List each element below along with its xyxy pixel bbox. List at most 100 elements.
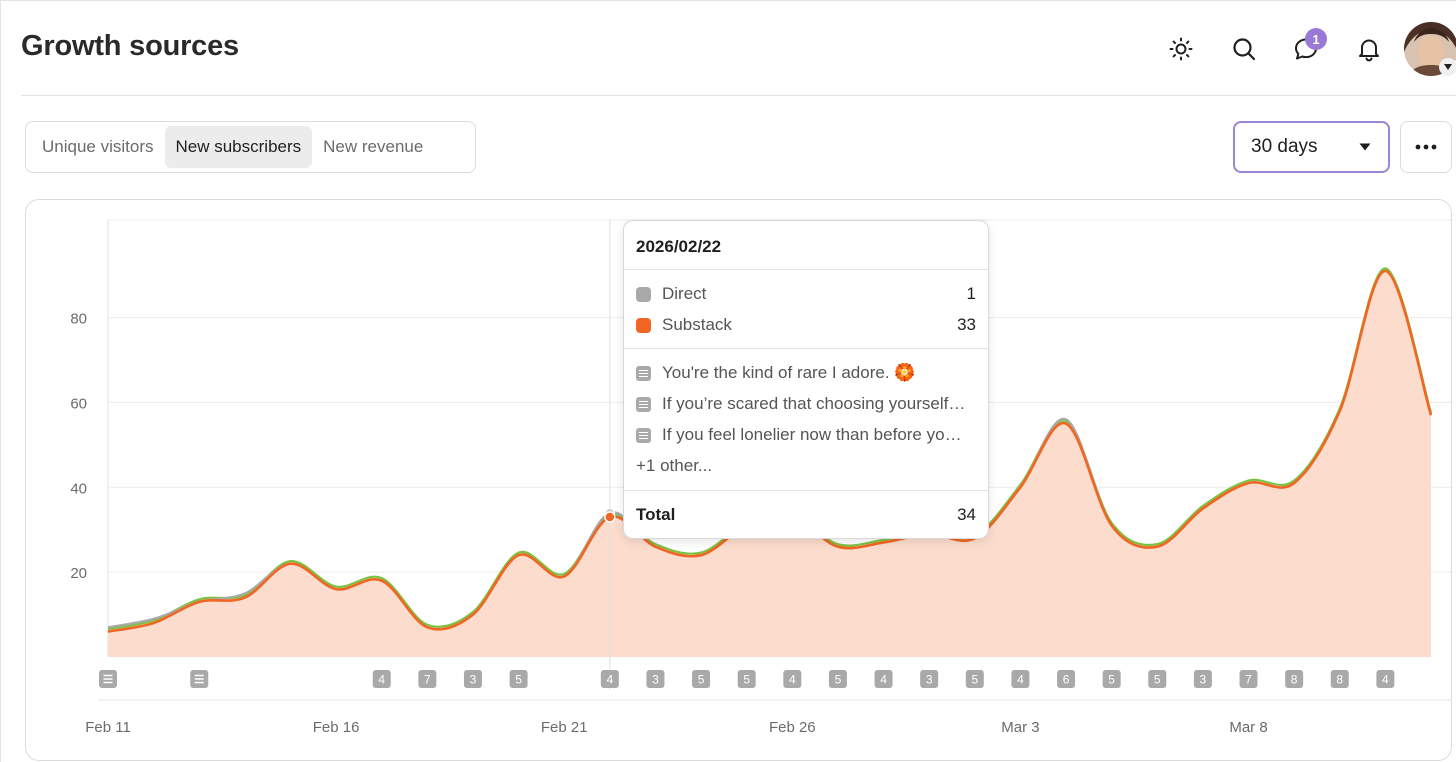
post-marker[interactable] — [509, 670, 528, 688]
tab-new-revenue[interactable]: New revenue — [323, 137, 424, 156]
post-marker[interactable] — [783, 670, 802, 688]
post-marker-count: 7 — [424, 673, 431, 687]
x-tick-label: Mar 3 — [1001, 719, 1039, 736]
post-marker-count: 3 — [470, 673, 477, 687]
tooltip-post-item[interactable]: If you feel lonelier now than before yo… — [636, 424, 976, 446]
post-icon — [636, 427, 651, 443]
post-marker[interactable] — [874, 670, 893, 688]
post-marker[interactable] — [463, 670, 482, 688]
hover-point-substack — [604, 511, 616, 523]
tooltip-row-label: Substack — [662, 315, 732, 334]
post-marker[interactable] — [737, 670, 756, 688]
tab-unique-visitors[interactable]: Unique visitors — [42, 137, 154, 156]
post-marker[interactable] — [600, 670, 619, 688]
post-marker[interactable] — [828, 670, 847, 688]
post-marker-count: 4 — [606, 673, 613, 687]
post-marker-count: 6 — [1063, 673, 1070, 687]
tooltip-row-value: 1 — [966, 284, 976, 303]
post-marker-count: 3 — [1200, 673, 1207, 687]
tooltip-more-label: +1 other... — [636, 456, 713, 475]
post-marker[interactable] — [1239, 670, 1258, 688]
tooltip-divider — [624, 269, 988, 270]
post-marker-count: 5 — [515, 673, 522, 687]
page-title: Growth sources — [21, 30, 239, 62]
y-tick-label: 40 — [70, 480, 87, 497]
tooltip-total-label: Total — [636, 505, 676, 524]
tooltip-more-posts[interactable]: +1 other... — [636, 455, 976, 477]
post-marker-count: 7 — [1245, 673, 1252, 687]
post-marker-count: 5 — [1154, 673, 1161, 687]
chart-tooltip: 2026/02/22 Direct 1 Substack 33 You're t… — [623, 220, 989, 539]
tooltip-post-title: If you’re scared that choosing yourself… — [662, 394, 966, 413]
y-tick-label: 60 — [70, 395, 87, 412]
ellipsis-icon — [1415, 144, 1437, 150]
post-marker[interactable] — [1102, 670, 1121, 688]
substack-swatch — [636, 317, 651, 333]
x-tick-label: Feb 21 — [541, 719, 588, 736]
post-marker-count: 4 — [378, 673, 385, 687]
post-marker[interactable] — [1193, 670, 1212, 688]
post-marker-count: 5 — [698, 673, 705, 687]
metric-tabs: Unique visitors New subscribers New reve… — [25, 121, 476, 173]
chevron-down-icon — [1358, 136, 1372, 158]
post-marker[interactable] — [646, 670, 665, 688]
post-marker-count: 5 — [1108, 673, 1115, 687]
date-range-value: 30 days — [1251, 136, 1318, 157]
more-options-button[interactable] — [1400, 121, 1452, 173]
post-marker[interactable] — [1376, 670, 1395, 688]
post-marker-count: 3 — [652, 673, 659, 687]
post-marker[interactable] — [920, 670, 939, 688]
chart-area-fill — [108, 270, 1431, 657]
tooltip-row-value: 33 — [957, 315, 976, 334]
x-tick-label: Feb 11 — [85, 719, 131, 736]
post-marker[interactable] — [418, 670, 437, 688]
avatar-menu-caret-icon[interactable] — [1439, 58, 1456, 76]
bell-icon[interactable] — [1352, 32, 1386, 66]
post-marker[interactable] — [1148, 670, 1167, 688]
post-marker-count: 4 — [1017, 673, 1024, 687]
date-range-select[interactable]: 30 days — [1233, 121, 1390, 173]
tooltip-row-direct: Direct 1 — [636, 283, 976, 305]
post-marker-count: 5 — [835, 673, 842, 687]
tooltip-row-label: Direct — [662, 284, 707, 303]
tooltip-divider — [624, 490, 988, 491]
tooltip-divider — [624, 348, 988, 349]
header-divider — [21, 95, 1456, 96]
post-marker-count: 5 — [743, 673, 750, 687]
tooltip-total-row: Total 34 — [636, 504, 976, 526]
direct-swatch — [636, 286, 651, 302]
post-marker-count: 4 — [880, 673, 887, 687]
post-marker[interactable] — [692, 670, 711, 688]
post-marker[interactable] — [1057, 670, 1076, 688]
tooltip-row-substack: Substack 33 — [636, 314, 976, 336]
tooltip-date: 2026/02/22 — [636, 237, 722, 256]
x-tick-label: Mar 8 — [1229, 719, 1267, 736]
post-marker-count: 4 — [789, 673, 796, 687]
search-icon[interactable] — [1227, 32, 1261, 66]
y-tick-label: 20 — [70, 565, 87, 582]
tooltip-post-title: You're the kind of rare I adore. 🏵️ — [662, 363, 916, 382]
post-marker[interactable] — [965, 670, 984, 688]
post-marker[interactable] — [1011, 670, 1030, 688]
post-marker-count: 5 — [971, 673, 978, 687]
post-icon — [636, 365, 651, 381]
tab-new-subscribers[interactable]: New subscribers — [164, 126, 313, 168]
x-tick-label: Feb 16 — [313, 719, 360, 736]
y-tick-label: 80 — [70, 311, 87, 328]
post-marker-count: 4 — [1382, 673, 1389, 687]
post-marker[interactable] — [372, 670, 391, 688]
post-marker[interactable] — [1330, 670, 1349, 688]
sun-icon[interactable] — [1164, 32, 1198, 66]
post-marker[interactable] — [1285, 670, 1304, 688]
notification-badge: 1 — [1305, 28, 1327, 50]
tooltip-post-title: If you feel lonelier now than before yo… — [662, 425, 962, 444]
post-marker-count: 3 — [926, 673, 933, 687]
tooltip-post-item[interactable]: You're the kind of rare I adore. 🏵️ — [636, 362, 976, 384]
tooltip-post-item[interactable]: If you’re scared that choosing yourself… — [636, 393, 976, 415]
chat-icon[interactable]: 1 — [1289, 28, 1327, 66]
post-marker-count: 8 — [1291, 673, 1298, 687]
post-icon — [636, 396, 651, 412]
post-marker-count: 8 — [1336, 673, 1343, 687]
tooltip-total-value: 34 — [957, 505, 976, 524]
